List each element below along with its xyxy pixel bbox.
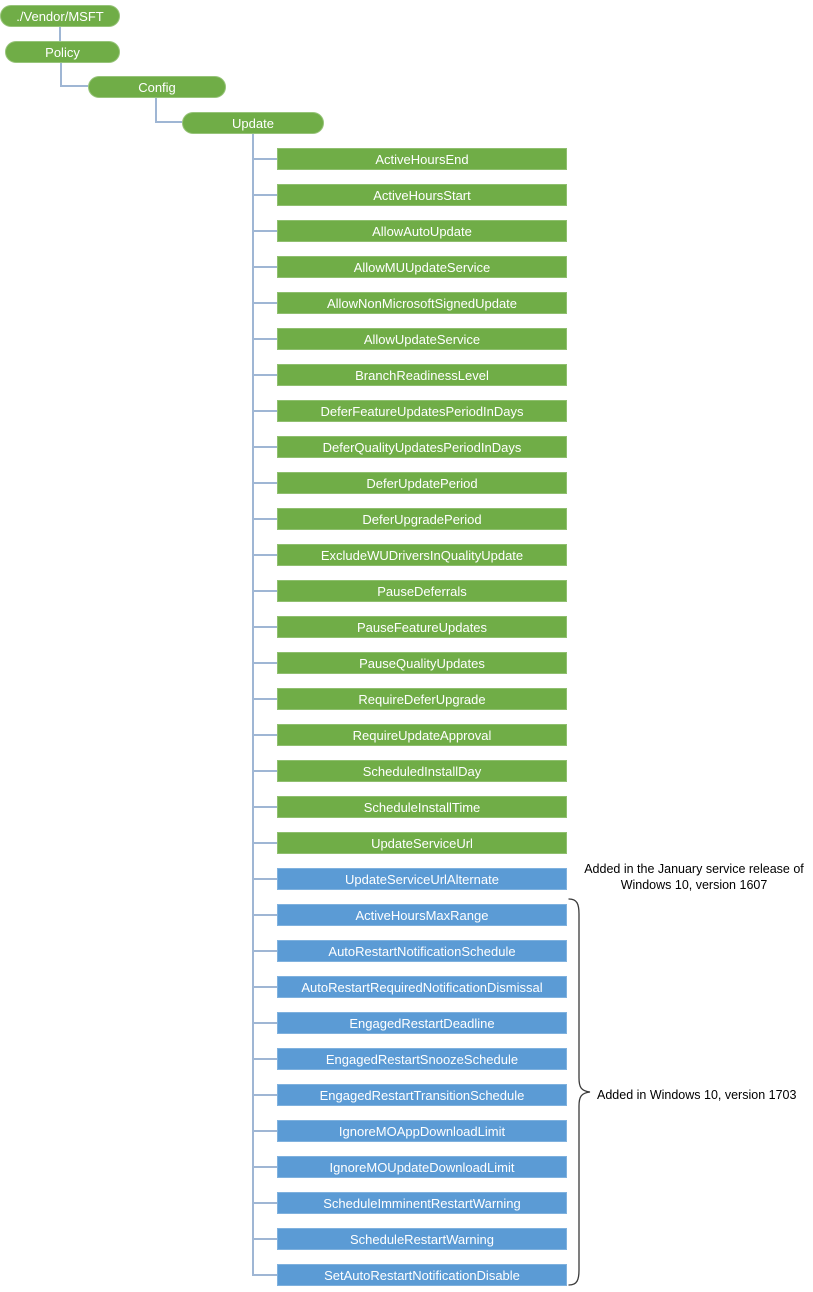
tree-node: DeferFeatureUpdatesPeriodInDays xyxy=(252,400,567,422)
tree-node: RequireUpdateApproval xyxy=(252,724,567,746)
tree-node: ActiveHoursStart xyxy=(252,184,567,206)
tree-node: AutoRestartRequiredNotificationDismissal xyxy=(252,976,567,998)
tree-node-config: Config xyxy=(88,76,226,98)
tree-node: PauseFeatureUpdates xyxy=(252,616,567,638)
tree-node: ActiveHoursEnd xyxy=(252,148,567,170)
connector-vendor-policy xyxy=(59,27,61,41)
tree-node: PauseDeferrals xyxy=(252,580,567,602)
tree-node: ScheduleImminentRestartWarning xyxy=(252,1192,567,1214)
tree-node: EngagedRestartSnoozeSchedule xyxy=(252,1048,567,1070)
tree-node: AllowNonMicrosoftSignedUpdate xyxy=(252,292,567,314)
tree-node-policy: Policy xyxy=(5,41,120,63)
connector-config-update xyxy=(155,98,182,123)
tree-node: IgnoreMOAppDownloadLimit xyxy=(252,1120,567,1142)
tree-node: AutoRestartNotificationSchedule xyxy=(252,940,567,962)
leaf-node-stack: ActiveHoursEnd ActiveHoursStart AllowAut… xyxy=(252,148,567,1286)
tree-node: AllowUpdateService xyxy=(252,328,567,350)
tree-node: BranchReadinessLevel xyxy=(252,364,567,386)
tree-node: SetAutoRestartNotificationDisable xyxy=(252,1264,567,1286)
tree-node: EngagedRestartTransitionSchedule xyxy=(252,1084,567,1106)
tree-node: DeferUpdatePeriod xyxy=(252,472,567,494)
tree-node: ScheduledInstallDay xyxy=(252,760,567,782)
tree-node: ScheduleInstallTime xyxy=(252,796,567,818)
connector-policy-config xyxy=(60,63,88,87)
tree-node: ScheduleRestartWarning xyxy=(252,1228,567,1250)
annotation-1607: Added in the January service release of … xyxy=(584,862,804,893)
tree-node: AllowMUUpdateService xyxy=(252,256,567,278)
connector-trunk xyxy=(252,134,254,1275)
tree-node: EngagedRestartDeadline xyxy=(252,1012,567,1034)
tree-node-vendor-msft: ./Vendor/MSFT xyxy=(0,5,120,27)
tree-node: IgnoreMOUpdateDownloadLimit xyxy=(252,1156,567,1178)
curly-brace-icon xyxy=(568,898,591,1286)
tree-node: DeferUpgradePeriod xyxy=(252,508,567,530)
tree-node: ActiveHoursMaxRange xyxy=(252,904,567,926)
tree-node: AllowAutoUpdate xyxy=(252,220,567,242)
tree-node: RequireDeferUpgrade xyxy=(252,688,567,710)
tree-node: UpdateServiceUrlAlternate xyxy=(252,868,567,890)
tree-node: PauseQualityUpdates xyxy=(252,652,567,674)
tree-node: DeferQualityUpdatesPeriodInDays xyxy=(252,436,567,458)
annotation-1703: Added in Windows 10, version 1703 xyxy=(597,1088,797,1102)
tree-node: UpdateServiceUrl xyxy=(252,832,567,854)
tree-node-update: Update xyxy=(182,112,324,134)
tree-node: ExcludeWUDriversInQualityUpdate xyxy=(252,544,567,566)
